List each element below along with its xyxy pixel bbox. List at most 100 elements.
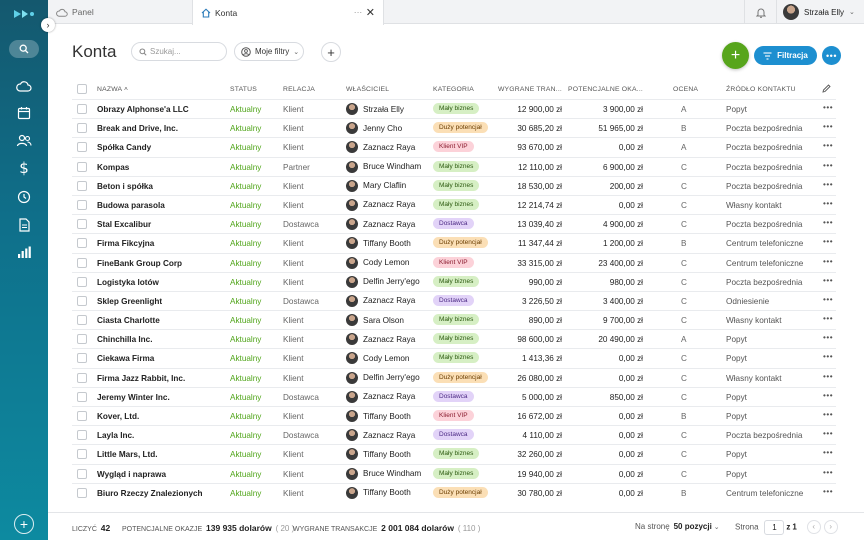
row-checkbox[interactable] xyxy=(77,411,87,421)
owner-cell[interactable]: Tiffany Booth xyxy=(346,448,411,461)
row-checkbox[interactable] xyxy=(77,353,87,364)
account-name-link[interactable]: Chinchilla Inc. xyxy=(97,335,153,345)
filter-button[interactable]: Filtracja xyxy=(754,46,817,65)
select-all-checkbox[interactable] xyxy=(77,84,87,94)
table-row[interactable]: Break and Drive, Inc. Aktualny Klient Jenny… xyxy=(72,118,836,137)
row-actions-ellipsis-icon[interactable]: ••• xyxy=(823,390,834,400)
account-name-link[interactable]: Stal Excalibur xyxy=(97,220,152,230)
row-actions-ellipsis-icon[interactable]: ••• xyxy=(823,275,834,285)
row-checkbox[interactable] xyxy=(77,161,87,172)
account-name-link[interactable]: Firma Fikcyjna xyxy=(97,239,155,249)
row-checkbox[interactable] xyxy=(77,257,87,268)
account-name-link[interactable]: FineBank Group Corp xyxy=(97,258,183,268)
row-actions-ellipsis-icon[interactable]: ••• xyxy=(823,294,834,304)
owner-cell[interactable]: Delfin Jerry'ego xyxy=(346,371,420,384)
quick-add-icon[interactable]: + xyxy=(14,514,34,534)
add-account-button[interactable]: + xyxy=(722,42,749,69)
owner-cell[interactable]: Zaznacz Raya xyxy=(346,333,415,346)
account-name-link[interactable]: Wygląd i naprawa xyxy=(97,469,167,479)
row-checkbox[interactable] xyxy=(77,142,87,153)
nav-contacts-icon[interactable] xyxy=(15,131,33,149)
account-name-link[interactable]: Firma Jazz Rabbit, Inc. xyxy=(97,373,186,383)
nav-reports-chart-icon[interactable] xyxy=(15,243,33,261)
owner-cell[interactable]: Zaznacz Raya xyxy=(346,429,415,442)
account-name-link[interactable]: Kompas xyxy=(97,162,130,172)
table-row[interactable]: Jeremy Winter Inc. Aktualny Dostawca Zaznac… xyxy=(72,386,836,406)
nav-calendar-icon[interactable] xyxy=(15,104,33,122)
account-name-link[interactable]: Little Mars, Ltd. xyxy=(97,450,158,460)
row-checkbox[interactable] xyxy=(77,449,87,460)
row-checkbox[interactable] xyxy=(77,219,87,230)
row-checkbox[interactable] xyxy=(77,238,87,249)
column-header-owner[interactable]: WŁAŚCICIEL xyxy=(346,86,390,93)
page-number-input[interactable]: 1 xyxy=(764,520,785,535)
app-logo-icon[interactable] xyxy=(13,8,35,20)
account-name-link[interactable]: Sklep Greenlight xyxy=(97,296,163,306)
more-options-button[interactable]: ••• xyxy=(822,46,841,65)
row-checkbox[interactable] xyxy=(77,372,87,383)
row-actions-ellipsis-icon[interactable]: ••• xyxy=(823,218,834,228)
owner-cell[interactable]: Cody Lemon xyxy=(346,352,409,365)
column-header-category[interactable]: KATEGORIA xyxy=(433,86,474,93)
owner-cell[interactable]: Zaznacz Raya xyxy=(346,218,415,231)
search-input[interactable] xyxy=(150,47,220,56)
user-menu[interactable]: Strzała Elly ⌄ xyxy=(776,0,864,24)
owner-cell[interactable]: Bruce Windham xyxy=(346,467,421,480)
row-actions-ellipsis-icon[interactable]: ••• xyxy=(823,448,834,458)
account-name-link[interactable]: Ciasta Charlotte xyxy=(97,316,160,326)
account-name-link[interactable]: Ciekawa Firma xyxy=(97,354,155,364)
table-row[interactable]: Ciekawa Firma Aktualny Klient Cody Lemon Mał… xyxy=(72,348,836,367)
nav-deals-dollar-icon[interactable]: $ xyxy=(19,159,29,177)
table-row[interactable]: Ciasta Charlotte Aktualny Klient Sara Olson… xyxy=(72,310,836,329)
row-actions-ellipsis-icon[interactable]: ••• xyxy=(823,429,834,439)
nav-document-icon[interactable] xyxy=(15,216,33,234)
owner-cell[interactable]: Bruce Windham xyxy=(346,160,421,173)
account-name-link[interactable]: Layla Inc. xyxy=(97,431,135,441)
owner-cell[interactable]: Sara Olson xyxy=(346,314,404,327)
account-name-link[interactable]: Jeremy Winter Inc. xyxy=(97,392,170,402)
owner-cell[interactable]: Mary Claflin xyxy=(346,179,406,192)
row-actions-ellipsis-icon[interactable]: ••• xyxy=(823,198,834,208)
row-checkbox[interactable] xyxy=(77,430,87,441)
table-row[interactable]: Wygląd i naprawa Aktualny Klient Bruce Wind… xyxy=(72,463,836,483)
per-page-select[interactable]: 50 pozycji xyxy=(673,522,712,531)
row-checkbox[interactable] xyxy=(77,315,87,326)
column-header-rating[interactable]: OCENA xyxy=(673,86,699,93)
collapse-sidebar-button[interactable]: › xyxy=(41,18,55,32)
owner-cell[interactable]: Tiffany Booth xyxy=(346,237,411,250)
table-row[interactable]: Chinchilla Inc. Aktualny Klient Zaznacz Ray… xyxy=(72,329,836,348)
search-box[interactable] xyxy=(131,42,227,61)
row-checkbox[interactable] xyxy=(77,468,87,479)
row-checkbox[interactable] xyxy=(77,391,87,402)
owner-cell[interactable]: Tiffany Booth xyxy=(346,486,411,499)
account-name-link[interactable]: Biuro Rzeczy Znalezionych xyxy=(97,488,203,498)
table-row[interactable]: Kompas Aktualny Partner Bruce Windham Mały b… xyxy=(72,156,836,176)
row-actions-ellipsis-icon[interactable]: ••• xyxy=(823,141,834,151)
column-header-status[interactable]: STATUS xyxy=(230,86,258,93)
tab-konta[interactable]: Konta ✕ xyxy=(192,0,384,25)
sidebar-search-button[interactable] xyxy=(9,40,39,58)
row-checkbox[interactable] xyxy=(77,487,87,498)
account-name-link[interactable]: Break and Drive, Inc. xyxy=(97,124,178,134)
row-checkbox[interactable] xyxy=(77,276,87,287)
table-row[interactable]: Sklep Greenlight Aktualny Dostawca Zaznacz … xyxy=(72,290,836,310)
row-actions-ellipsis-icon[interactable]: ••• xyxy=(823,160,834,170)
row-checkbox[interactable] xyxy=(77,199,87,210)
row-actions-ellipsis-icon[interactable]: ••• xyxy=(823,352,834,362)
edit-columns-pencil-icon[interactable] xyxy=(822,84,831,95)
nav-clock-icon[interactable] xyxy=(15,188,33,206)
table-row[interactable]: Kover, Ltd. Aktualny Klient Tiffany Booth Kl… xyxy=(72,406,836,425)
add-filter-button[interactable]: + xyxy=(321,42,341,62)
row-actions-ellipsis-icon[interactable]: ••• xyxy=(823,103,834,112)
table-row[interactable]: Beton i spółka Aktualny Klient Mary Claflin… xyxy=(72,175,836,195)
tab-more-button[interactable]: ··· xyxy=(353,7,363,17)
column-header-name[interactable]: NAZWA ˄ xyxy=(97,86,129,93)
row-actions-ellipsis-icon[interactable]: ••• xyxy=(823,486,834,496)
row-actions-ellipsis-icon[interactable]: ••• xyxy=(823,256,834,266)
owner-cell[interactable]: Jenny Cho xyxy=(346,122,402,135)
notifications-bell-icon[interactable] xyxy=(744,0,776,24)
table-row[interactable]: Little Mars, Ltd. Aktualny Klient Tiffany B… xyxy=(72,444,836,463)
owner-cell[interactable]: Tiffany Booth xyxy=(346,410,411,422)
table-row[interactable]: Budowa parasola Aktualny Klient Zaznacz Ray… xyxy=(72,194,836,214)
row-actions-ellipsis-icon[interactable]: ••• xyxy=(823,333,834,343)
